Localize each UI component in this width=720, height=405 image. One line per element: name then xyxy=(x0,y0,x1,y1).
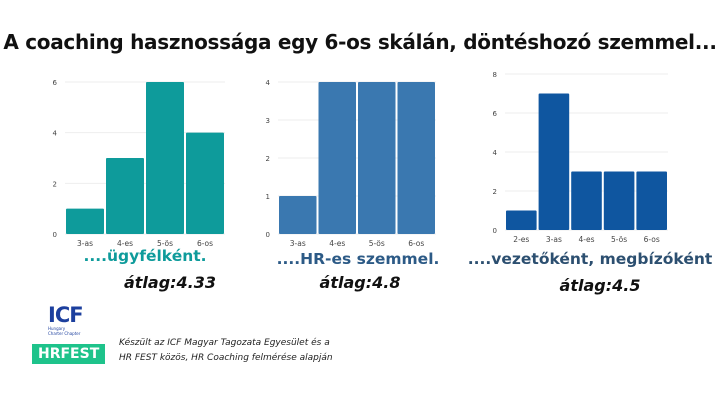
y-tick-label: 0 xyxy=(493,227,497,235)
y-tick-label: 2 xyxy=(266,155,270,163)
chart-average: átlag:4.8 xyxy=(319,273,401,292)
chart-subtitle: ....vezetőként, megbízóként xyxy=(467,250,713,268)
x-tick-label: 3-as xyxy=(546,235,562,244)
y-tick-label: 1 xyxy=(266,193,270,201)
chart-average: átlag:4.33 xyxy=(123,273,217,292)
y-tick-label: 4 xyxy=(53,130,58,138)
icf-logo: ICF Hungary Charter Chapter xyxy=(48,303,84,337)
bar xyxy=(603,171,635,230)
x-tick-label: 6-os xyxy=(197,239,213,248)
bar xyxy=(506,210,537,230)
x-tick-label: 5-ös xyxy=(157,239,173,248)
x-tick-label: 6-os xyxy=(644,235,660,244)
icf-logo-text: ICF xyxy=(48,303,84,327)
y-tick-label: 3 xyxy=(266,117,270,125)
x-tick-label: 5-ös xyxy=(369,239,385,248)
bar xyxy=(106,158,144,234)
x-tick-label: 4-es xyxy=(329,239,345,248)
bar xyxy=(571,171,602,230)
credit-text: Készült az ICF Magyar Tagozata Egyesület… xyxy=(119,336,333,366)
y-tick-label: 8 xyxy=(493,71,497,79)
icf-logo-sub: Hungary xyxy=(48,326,66,331)
chart-ugyfel: 0 2 4 6 3-as 4-es 5-ös 6-os xyxy=(53,79,225,248)
chart-subtitle: ....HR-es szemmel. xyxy=(276,250,440,268)
chart-hr: 0 1 2 3 4 3-as 4-es 5-ös 6-os xyxy=(266,79,436,248)
bar xyxy=(538,93,570,230)
bar xyxy=(636,171,667,230)
page-title: A coaching hasznossága egy 6-os skálán, … xyxy=(3,30,717,54)
x-tick-label: 6-os xyxy=(408,239,424,248)
bar xyxy=(397,82,435,234)
credit-line: Készült az ICF Magyar Tagozata Egyesület… xyxy=(119,338,330,348)
x-tick-label: 4-es xyxy=(579,235,595,244)
y-tick-label: 6 xyxy=(493,110,498,118)
bar xyxy=(146,82,184,234)
bar xyxy=(186,132,224,234)
y-tick-label: 2 xyxy=(53,180,57,188)
bar xyxy=(279,196,317,234)
y-tick-label: 0 xyxy=(53,231,57,239)
chart-average: átlag:4.5 xyxy=(559,276,641,295)
x-tick-label: 5-ös xyxy=(611,235,627,244)
y-tick-label: 6 xyxy=(53,79,58,87)
y-tick-label: 0 xyxy=(266,231,270,239)
y-tick-label: 4 xyxy=(266,79,271,87)
icf-logo-sub: Charter Chapter xyxy=(48,331,81,336)
bar xyxy=(66,208,104,234)
bar xyxy=(358,82,396,234)
bar xyxy=(318,82,356,234)
chart-subtitle: ....ügyfélként. xyxy=(83,247,207,265)
hrfest-logo: HRFEST xyxy=(32,344,106,364)
y-tick-label: 4 xyxy=(493,149,498,157)
x-tick-label: 4-es xyxy=(117,239,133,248)
x-tick-label: 3-as xyxy=(290,239,306,248)
y-tick-label: 2 xyxy=(493,188,497,196)
x-tick-label: 2-es xyxy=(513,235,529,244)
chart-vezeto: 0 2 4 6 8 2-es 3-as 4-es 5-ös 6-os xyxy=(493,71,668,244)
credit-line: HR FEST közös, HR Coaching felmérése ala… xyxy=(119,353,333,363)
x-tick-label: 3-as xyxy=(77,239,93,248)
